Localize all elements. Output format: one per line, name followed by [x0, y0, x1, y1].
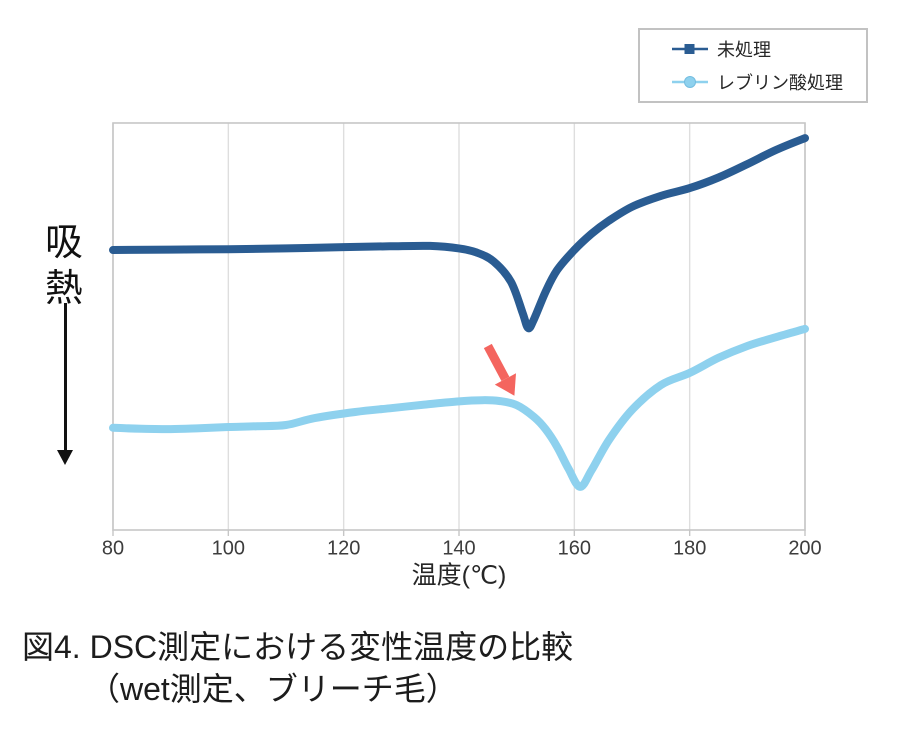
endothermic-direction-arrow	[57, 303, 73, 465]
x-tick-label: 140	[442, 538, 475, 560]
series-curve-0	[109, 134, 809, 333]
legend: 未処理 レブリン酸処理	[638, 28, 868, 103]
annotation-arrowhead-icon	[494, 373, 516, 396]
figure-caption-line1: 図4. DSC測定における変性温度の比較	[22, 629, 574, 665]
x-tick-label: 80	[102, 538, 124, 560]
series-curve-1	[109, 324, 809, 491]
untreated-line-sample-icon	[672, 44, 708, 55]
x-tick-label: 120	[327, 538, 360, 560]
x-tick-label: 160	[558, 538, 591, 560]
figure-caption: 図4. DSC測定における変性温度の比較 （wet測定、ブリーチ毛）	[22, 626, 573, 710]
x-tick-label: 100	[212, 538, 245, 560]
levulinic-acid-line-sample-icon	[672, 75, 708, 88]
legend-label-levulinic-acid: レブリン酸処理	[717, 72, 843, 93]
legend-label-untreated: 未処理	[717, 40, 771, 61]
plot-area: 80 100 120 140 160 180 200 温度(℃)	[102, 122, 822, 590]
x-tick-label: 200	[788, 538, 821, 560]
annotation-arrow-shaft	[483, 343, 510, 382]
arrowhead-down-icon	[57, 450, 73, 465]
legend-item-levulinic-acid: レブリン酸処理	[672, 69, 866, 95]
y-axis-label: 吸熱	[44, 222, 83, 311]
x-tick-label: 180	[673, 538, 706, 560]
x-axis-title: 温度(℃)	[412, 562, 507, 590]
legend-item-untreated: 未処理	[672, 36, 866, 62]
figure-caption-line2: （wet測定、ブリーチ毛）	[88, 671, 458, 708]
